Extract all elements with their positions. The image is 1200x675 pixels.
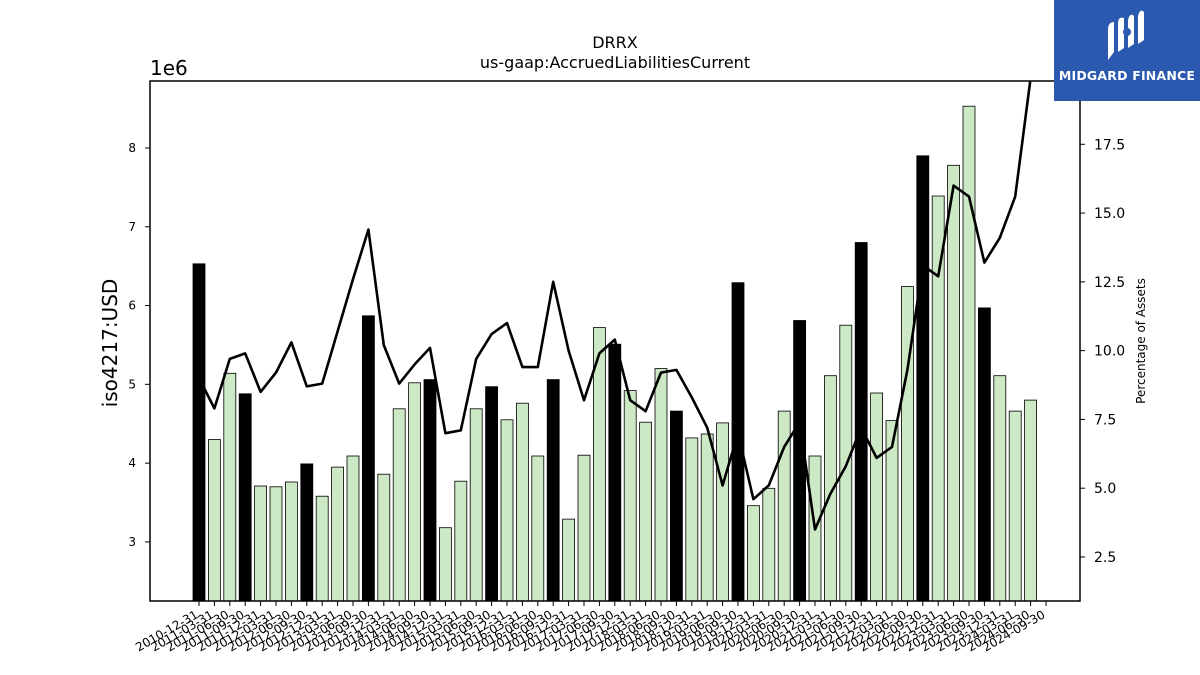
bar-2019-09-30	[731, 282, 745, 602]
y2-tick-label: 2.5	[1094, 550, 1116, 566]
bar-2014-12-31	[438, 527, 452, 602]
bar-2014-09-30	[423, 379, 437, 602]
bar-2020-03-31	[762, 487, 776, 602]
bar-2015-06-30	[469, 408, 483, 602]
bar-2021-09-30	[854, 242, 868, 602]
y2-ticks: 2.5 5.0 7.5 10.0 12.5 15.0 17.5	[1080, 137, 1125, 566]
bar-2019-12-31	[747, 505, 760, 602]
bar-2018-09-30	[670, 410, 683, 602]
bar-2011-12-31	[254, 485, 268, 602]
brand-logo: MIDGARD FINANCE	[1054, 0, 1200, 101]
brand-name: MIDGARD FINANCE	[1058, 68, 1196, 83]
bar-2024-03-31	[1008, 410, 1022, 602]
bar-2012-06-30	[284, 481, 298, 602]
y2-axis-label: Percentage of Assets	[1134, 278, 1148, 404]
y-tick-label: 4	[128, 456, 136, 470]
bar-2020-09-30	[793, 320, 806, 602]
bar-2011-03-31	[207, 439, 221, 602]
bar-2018-03-31	[639, 421, 652, 602]
bar-2013-06-30	[346, 455, 360, 602]
chart-subtitle: us-gaap:AccruedLiabilitiesCurrent	[480, 53, 750, 72]
bar-2017-09-30	[608, 343, 622, 602]
bar-2011-06-30	[223, 372, 237, 602]
bar-2019-03-31	[700, 433, 714, 602]
bar-2016-03-31	[516, 402, 529, 602]
bar-2018-12-31	[685, 437, 699, 602]
bar-2016-06-30	[531, 455, 545, 602]
y-tick-label: 5	[128, 377, 136, 391]
bar-2018-06-30	[654, 368, 668, 602]
y2-tick-label: 12.5	[1094, 275, 1125, 291]
bar-2015-12-31	[500, 419, 514, 602]
bar-2013-12-31	[377, 473, 391, 602]
bar-2011-09-30	[238, 393, 252, 602]
y2-tick-label: 15.0	[1094, 206, 1125, 222]
y-tick-label: 7	[128, 220, 136, 234]
bar-2016-09-30	[546, 379, 560, 602]
line-series-percentage	[197, 81, 1032, 531]
bar-2023-06-30	[962, 105, 976, 602]
y-tick-label: 3	[128, 535, 136, 549]
bar-2014-03-31	[392, 408, 406, 602]
y-scale-label: 1e6	[150, 56, 188, 80]
y2-tick-label: 17.5	[1094, 137, 1125, 153]
y2-tick-label: 5.0	[1094, 481, 1116, 497]
y-axis-label: iso4217:USD	[98, 279, 122, 408]
bar-2012-09-30	[300, 463, 314, 602]
bar-2021-12-31	[870, 392, 883, 602]
bar-2023-09-30	[978, 307, 991, 602]
midgard-m-icon	[1108, 10, 1144, 60]
bar-2012-03-31	[269, 486, 283, 602]
bar-2023-12-31	[993, 375, 1007, 602]
bar-2022-09-30	[916, 155, 930, 602]
y-tick-label: 8	[128, 141, 136, 155]
bar-2013-03-31	[331, 466, 345, 602]
bar-2019-06-30	[716, 422, 729, 602]
bar-2017-12-31	[623, 390, 637, 602]
bar-2015-09-30	[485, 386, 499, 602]
bar-2017-03-31	[577, 454, 591, 602]
bar-2015-03-31	[454, 480, 468, 602]
bar-2012-12-31	[315, 495, 329, 602]
y-ticks: 3 4 5 6 7 8	[128, 141, 150, 549]
chart-title: DRRX	[592, 33, 638, 52]
plot-frame	[149, 80, 1081, 602]
bar-2016-12-31	[562, 518, 575, 602]
y2-tick-label: 10.0	[1094, 344, 1125, 360]
x-ticks: 2010-12-312011-03-312011-06-302011-09-30…	[133, 601, 1048, 654]
y2-tick-label: 7.5	[1094, 412, 1116, 428]
bar-2013-09-30	[361, 315, 375, 602]
bar-2024-06-30	[1024, 399, 1037, 602]
bar-2023-03-31	[947, 164, 960, 602]
bar-2014-06-30	[408, 382, 422, 602]
bar-2010-12-31	[192, 263, 206, 602]
line-layer	[197, 81, 1032, 531]
y-tick-label: 6	[128, 299, 136, 313]
